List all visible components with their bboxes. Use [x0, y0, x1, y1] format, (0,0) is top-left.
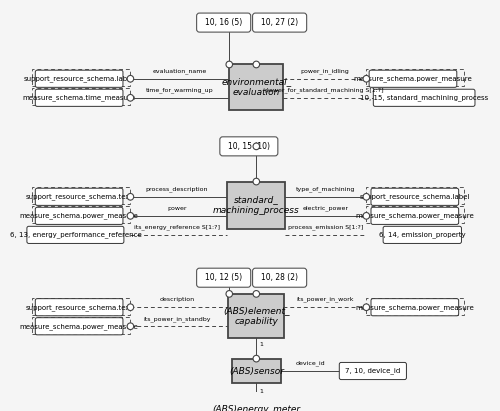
FancyBboxPatch shape	[340, 363, 406, 380]
Text: its_energy_reference S[1:?]: its_energy_reference S[1:?]	[134, 224, 220, 230]
Text: description: description	[160, 298, 194, 302]
Text: process_emission S[1:?]: process_emission S[1:?]	[288, 224, 363, 230]
Circle shape	[253, 178, 260, 185]
Bar	[32, 69, 130, 86]
Text: device_id: device_id	[296, 360, 325, 366]
FancyBboxPatch shape	[369, 70, 457, 87]
Bar	[32, 206, 130, 224]
FancyBboxPatch shape	[252, 13, 306, 32]
FancyBboxPatch shape	[371, 188, 458, 206]
Circle shape	[253, 393, 260, 400]
FancyBboxPatch shape	[220, 137, 278, 156]
FancyBboxPatch shape	[196, 268, 250, 287]
Bar	[366, 187, 464, 204]
FancyBboxPatch shape	[228, 182, 285, 229]
Text: support_resource_schema.label: support_resource_schema.label	[360, 194, 470, 200]
FancyBboxPatch shape	[36, 188, 123, 206]
Bar	[32, 88, 130, 105]
FancyBboxPatch shape	[252, 268, 306, 287]
Bar	[366, 206, 464, 224]
Text: evaluation_name: evaluation_name	[152, 68, 207, 74]
Text: 10, 12 (5): 10, 12 (5)	[205, 273, 242, 282]
Circle shape	[127, 194, 134, 200]
Text: measure_schema.power_measure: measure_schema.power_measure	[356, 304, 474, 311]
Bar	[32, 317, 130, 334]
FancyBboxPatch shape	[232, 359, 280, 383]
Text: 10, 15, standard_machining_process: 10, 15, standard_machining_process	[360, 95, 488, 101]
Circle shape	[127, 304, 134, 311]
Text: power_in_idling: power_in_idling	[300, 68, 348, 74]
FancyBboxPatch shape	[196, 13, 250, 32]
Circle shape	[127, 323, 134, 330]
Circle shape	[253, 355, 260, 362]
FancyBboxPatch shape	[228, 294, 284, 338]
Circle shape	[226, 61, 232, 68]
FancyBboxPatch shape	[371, 207, 458, 224]
Circle shape	[226, 291, 232, 297]
Text: 7, 10, device_id: 7, 10, device_id	[345, 367, 401, 374]
Text: (ABS)energy_meter: (ABS)energy_meter	[212, 404, 300, 411]
Circle shape	[253, 143, 260, 150]
Text: (ABS)element_
capability: (ABS)element_ capability	[223, 306, 290, 326]
Circle shape	[363, 212, 370, 219]
Text: (ABS)sensor: (ABS)sensor	[229, 367, 284, 376]
Text: 6, 13, energy_performance_reference: 6, 13, energy_performance_reference	[10, 231, 141, 238]
Bar	[366, 298, 464, 315]
FancyBboxPatch shape	[27, 226, 124, 243]
Bar	[366, 69, 464, 86]
Circle shape	[363, 304, 370, 311]
Text: standard_
machining_process: standard_ machining_process	[213, 195, 300, 215]
Text: 6, 14, emission_property: 6, 14, emission_property	[379, 231, 466, 238]
FancyBboxPatch shape	[374, 89, 475, 106]
Circle shape	[127, 76, 134, 82]
Circle shape	[363, 194, 370, 200]
Text: 1: 1	[259, 389, 263, 394]
FancyBboxPatch shape	[36, 318, 123, 335]
Text: type_of_machining: type_of_machining	[296, 186, 355, 192]
Text: process_description: process_description	[146, 186, 208, 192]
Text: 10, 16 (5): 10, 16 (5)	[205, 18, 242, 27]
FancyBboxPatch shape	[371, 299, 458, 316]
FancyBboxPatch shape	[36, 207, 123, 224]
FancyBboxPatch shape	[226, 397, 286, 411]
Text: 10, 27 (2): 10, 27 (2)	[261, 18, 298, 27]
Circle shape	[253, 61, 260, 68]
Text: time_for_warming_up: time_for_warming_up	[146, 88, 214, 93]
FancyBboxPatch shape	[36, 70, 123, 87]
Text: measure_schema.time_measure: measure_schema.time_measure	[22, 95, 136, 101]
Circle shape	[127, 212, 134, 219]
Text: its_power_in_work: its_power_in_work	[296, 297, 354, 302]
Text: support_resource_schema.text: support_resource_schema.text	[26, 194, 132, 200]
Text: 10, 15 (10): 10, 15 (10)	[228, 142, 270, 151]
Circle shape	[363, 76, 370, 82]
Text: environmental_
evaluation: environmental_ evaluation	[221, 77, 292, 97]
Text: 10, 28 (2): 10, 28 (2)	[261, 273, 298, 282]
FancyBboxPatch shape	[36, 89, 123, 106]
Text: its_power_in_standby: its_power_in_standby	[144, 316, 211, 321]
Text: support_resource_schema.text: support_resource_schema.text	[26, 304, 132, 311]
Bar	[32, 187, 130, 204]
Text: 1: 1	[259, 342, 263, 347]
FancyBboxPatch shape	[383, 226, 462, 243]
Circle shape	[253, 291, 260, 297]
Text: power_for_standard_machining S[1:?]: power_for_standard_machining S[1:?]	[265, 88, 384, 93]
Text: measure_schema.power_measure: measure_schema.power_measure	[356, 212, 474, 219]
Text: power: power	[168, 206, 187, 211]
Bar	[32, 298, 130, 315]
Text: measure_schema.power_measure: measure_schema.power_measure	[20, 323, 138, 330]
Text: support_resource_schema.label: support_resource_schema.label	[24, 75, 134, 82]
Text: electric_power: electric_power	[302, 206, 348, 211]
Text: measure_schema.power_measure: measure_schema.power_measure	[20, 212, 138, 219]
FancyBboxPatch shape	[36, 299, 123, 316]
FancyBboxPatch shape	[230, 65, 283, 110]
Circle shape	[127, 95, 134, 101]
Text: measure_schema.power_measure: measure_schema.power_measure	[354, 75, 472, 82]
